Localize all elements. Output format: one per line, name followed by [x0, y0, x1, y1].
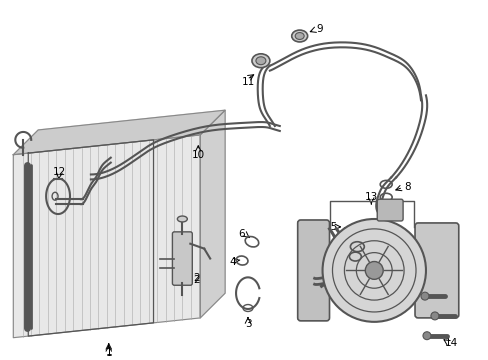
Circle shape — [322, 219, 425, 322]
Text: 1: 1 — [105, 347, 112, 357]
Text: 1: 1 — [105, 347, 112, 356]
Text: 14: 14 — [444, 338, 458, 348]
Polygon shape — [13, 135, 200, 338]
FancyBboxPatch shape — [297, 220, 329, 321]
Text: 6: 6 — [341, 227, 347, 237]
Ellipse shape — [295, 32, 304, 40]
Ellipse shape — [255, 57, 265, 65]
Text: 13: 13 — [364, 192, 377, 202]
Polygon shape — [13, 110, 224, 155]
FancyBboxPatch shape — [414, 223, 458, 318]
Ellipse shape — [177, 216, 187, 222]
Text: 9: 9 — [316, 24, 322, 34]
Text: 3: 3 — [244, 319, 251, 329]
Text: 12: 12 — [52, 167, 65, 176]
Polygon shape — [200, 110, 224, 318]
Circle shape — [422, 332, 430, 339]
Text: 8: 8 — [403, 182, 409, 192]
Text: 10: 10 — [191, 150, 204, 160]
Text: 15: 15 — [324, 222, 337, 232]
Ellipse shape — [251, 54, 269, 68]
Text: 11: 11 — [241, 77, 254, 87]
Text: 4: 4 — [229, 257, 236, 266]
Circle shape — [365, 261, 383, 279]
FancyBboxPatch shape — [172, 232, 192, 285]
Ellipse shape — [291, 30, 307, 42]
Text: 7: 7 — [328, 252, 335, 262]
Text: 2: 2 — [193, 273, 199, 283]
Circle shape — [420, 292, 428, 300]
Text: 6: 6 — [238, 229, 245, 239]
Text: 2: 2 — [193, 275, 199, 285]
Circle shape — [430, 312, 438, 320]
FancyBboxPatch shape — [376, 199, 402, 221]
Text: 5: 5 — [303, 239, 309, 249]
